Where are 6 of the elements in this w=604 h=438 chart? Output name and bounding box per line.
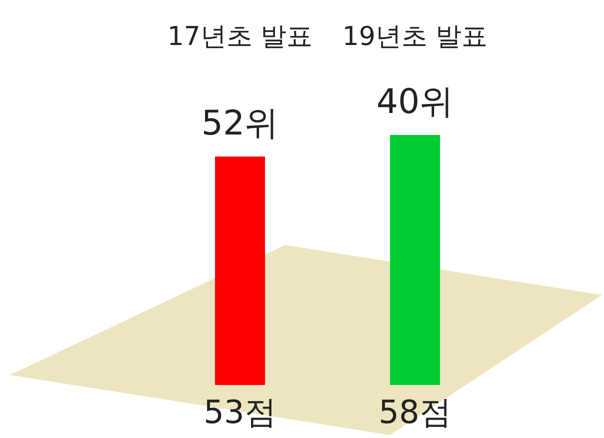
data-label: 53점 [204, 393, 276, 431]
annotation: 52위 [201, 104, 279, 144]
x-tick-label: 19년초 발표 [342, 22, 488, 52]
x-tick-label: 17년초 발표 [167, 22, 313, 52]
data-label: 58점 [378, 393, 452, 431]
text: 40위 [376, 82, 454, 122]
